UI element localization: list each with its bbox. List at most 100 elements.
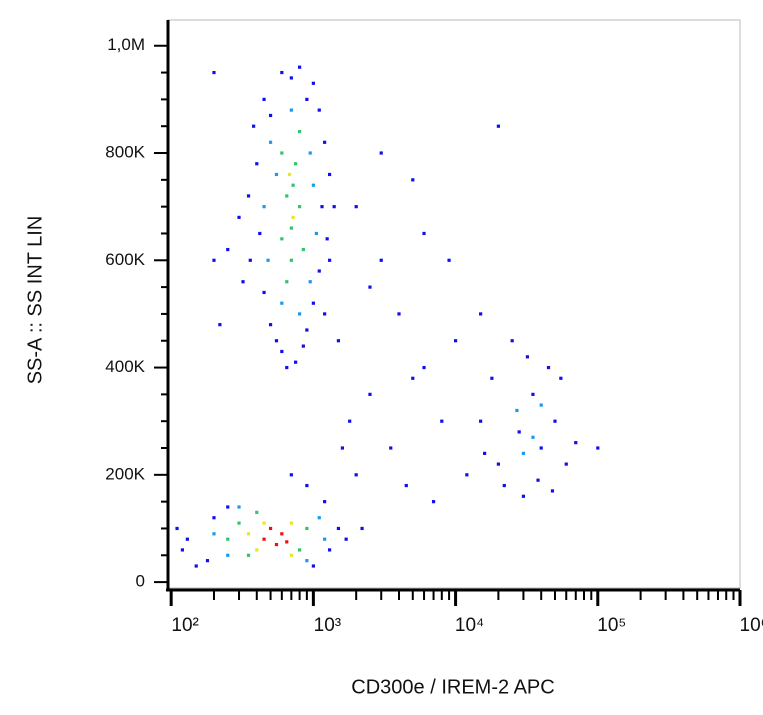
data-point	[574, 441, 578, 445]
data-point	[301, 247, 305, 252]
x-tick-label: 10⁵	[597, 615, 626, 636]
data-point	[348, 419, 352, 423]
data-point	[289, 76, 293, 80]
data-point	[274, 172, 279, 177]
data-point	[291, 215, 295, 219]
data-point	[305, 328, 309, 332]
data-point	[297, 548, 302, 552]
data-point	[218, 323, 222, 327]
data-point	[194, 564, 198, 568]
data-point	[317, 516, 321, 520]
data-point	[311, 81, 315, 85]
data-point	[314, 231, 318, 236]
data-point	[180, 548, 185, 552]
data-point	[559, 376, 563, 380]
data-point	[521, 494, 526, 498]
data-point	[317, 108, 321, 112]
data-point	[289, 553, 293, 557]
data-point	[255, 548, 259, 552]
data-point	[252, 124, 256, 128]
data-point	[323, 500, 327, 504]
x-tick-label: 10²	[171, 615, 198, 636]
y-tick-label: 0	[136, 572, 145, 591]
data-point	[515, 408, 519, 413]
data-point	[305, 483, 309, 488]
data-point	[536, 478, 540, 482]
data-point	[502, 483, 506, 488]
data-point	[289, 473, 293, 477]
data-point	[289, 108, 293, 112]
data-point	[479, 312, 483, 316]
data-point	[294, 360, 298, 364]
data-point	[564, 462, 568, 466]
data-point	[297, 312, 302, 316]
data-point	[212, 532, 216, 536]
data-point	[297, 129, 302, 134]
data-point	[368, 285, 372, 289]
data-point	[479, 419, 483, 423]
data-point	[490, 376, 494, 380]
data-point	[327, 258, 332, 262]
data-point	[280, 532, 284, 536]
data-point	[289, 226, 293, 230]
data-point	[323, 312, 327, 316]
data-point	[440, 419, 444, 423]
data-point	[323, 537, 327, 541]
data-point	[411, 178, 415, 182]
data-point	[344, 537, 348, 541]
data-point	[280, 301, 284, 305]
y-tick-label: 200K	[105, 464, 145, 483]
x-tick-label: 10⁶	[740, 615, 763, 636]
data-point	[262, 290, 266, 295]
data-point	[237, 521, 241, 525]
data-point	[212, 70, 216, 75]
data-point	[185, 537, 189, 541]
data-point	[268, 140, 273, 144]
data-point	[280, 151, 284, 155]
data-point	[311, 183, 315, 187]
data-point	[268, 113, 273, 118]
data-point	[305, 97, 309, 101]
data-point	[325, 237, 329, 241]
data-point	[266, 258, 270, 262]
data-point	[246, 194, 251, 198]
data-point	[308, 151, 312, 155]
data-point	[291, 183, 295, 187]
data-point	[262, 205, 266, 209]
data-point	[422, 365, 426, 370]
data-point	[354, 473, 358, 477]
x-tick-label: 10³	[314, 615, 341, 636]
data-point	[397, 312, 401, 316]
data-point	[301, 344, 305, 348]
data-point	[268, 526, 273, 531]
data-point	[521, 451, 526, 455]
data-point	[297, 65, 302, 69]
data-point	[531, 392, 535, 396]
data-point	[404, 483, 408, 488]
y-tick-label: 1,0M	[107, 35, 145, 54]
data-point	[317, 269, 321, 273]
data-point	[531, 435, 535, 439]
data-point	[431, 500, 436, 504]
data-point	[336, 339, 341, 343]
data-point	[496, 462, 500, 466]
data-point	[274, 339, 279, 343]
data-point	[320, 205, 324, 209]
data-point	[285, 540, 289, 544]
data-point	[354, 205, 358, 209]
data-point	[483, 451, 487, 455]
data-point	[289, 258, 293, 262]
data-point	[205, 559, 210, 563]
data-point	[226, 537, 230, 541]
data-point	[268, 323, 273, 327]
data-point	[340, 446, 345, 450]
data-point	[255, 510, 259, 514]
data-point	[332, 205, 336, 209]
y-axis-label: SS-A :: SS INT LIN	[24, 216, 46, 385]
data-point	[262, 537, 266, 541]
data-point	[327, 172, 332, 177]
data-point	[226, 553, 230, 557]
data-point	[553, 419, 557, 423]
